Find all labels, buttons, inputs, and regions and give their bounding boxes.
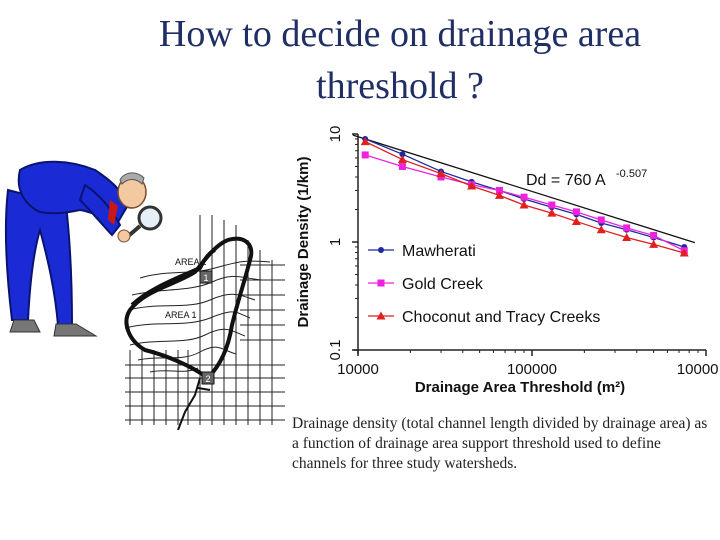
outlet-node-2 (201, 371, 215, 385)
outlet-node-1 (199, 270, 213, 284)
data-point (360, 137, 370, 146)
watershed-boundaries (124, 236, 254, 381)
legend-marker-1 (377, 279, 385, 287)
data-point (572, 208, 580, 216)
area-2-label: AREA 2 (175, 257, 207, 267)
data-point (436, 169, 446, 178)
fit-equation-annotation: Dd = 760 A (526, 172, 606, 189)
data-point (495, 186, 503, 194)
x-tick-label: 1000000 (677, 361, 718, 378)
data-point (494, 190, 504, 199)
tie (108, 200, 118, 225)
title-line-2: threshold ? (316, 65, 484, 107)
drainage-density-chart: 10000 100000 1000000 0.1 1 10 Drainage Area Th… (286, 120, 718, 398)
x-tick-label: 100000 (507, 361, 557, 378)
data-point (547, 208, 557, 217)
data-point (467, 181, 477, 190)
stream-channel (177, 377, 211, 430)
data-point (399, 151, 406, 158)
y-axis-label: Drainage Density (1/km) (295, 157, 312, 328)
series-line-1 (365, 154, 685, 252)
data-point (571, 216, 581, 225)
outlet-node-1-label: 1 (203, 273, 208, 283)
data-point (679, 248, 689, 257)
power-law-fit-line (352, 134, 696, 244)
x-tick-label: 10000 (337, 361, 379, 378)
data-point (623, 224, 631, 232)
legend-label-0: Mawherati (402, 243, 476, 260)
data-point (548, 201, 556, 209)
data-point (519, 200, 529, 209)
title-line-1: How to decide on drainage area (158, 13, 642, 55)
y-tick-label: 1 (327, 238, 344, 246)
hand (117, 229, 131, 243)
area-1-label: AREA 1 (165, 310, 197, 320)
data-point (397, 155, 407, 164)
outlet-node-2-label: 2 (205, 374, 210, 384)
legend-label-1: Gold Creek (402, 276, 484, 293)
figure-caption: Drainage density (total channel length d… (292, 415, 708, 472)
legend-marker-0 (378, 247, 384, 253)
data-point (649, 239, 659, 248)
legend-marker-2 (376, 311, 386, 320)
y-tick-label: 0.1 (327, 340, 344, 361)
x-axis-label: Drainage Area Threshold (m²) (415, 379, 625, 396)
data-point (596, 225, 606, 234)
shoe-right (53, 323, 98, 337)
data-point (597, 216, 605, 224)
slide-title: How to decide on drainage area threshold… (60, 8, 720, 112)
data-point (650, 231, 658, 239)
data-point (361, 151, 369, 159)
series-line-2 (364, 141, 685, 254)
investigator-illustration: 1 2 AREA 2 AREA 1 (4, 160, 285, 430)
magnifier-lens (137, 205, 163, 231)
investigator-figure (4, 160, 163, 337)
series-line-0 (364, 138, 685, 248)
chart-background (286, 120, 718, 398)
y-tick-label: 10 (327, 126, 344, 143)
data-point (622, 233, 632, 242)
shoe-left (9, 319, 41, 333)
fit-equation-exponent: -0.507 (616, 168, 647, 180)
trousers (4, 188, 74, 326)
data-point (520, 193, 528, 201)
data-point (398, 163, 406, 171)
hair (119, 172, 145, 185)
legend-label-2: Choconut and Tracy Creeks (402, 309, 600, 326)
arm (78, 183, 122, 237)
